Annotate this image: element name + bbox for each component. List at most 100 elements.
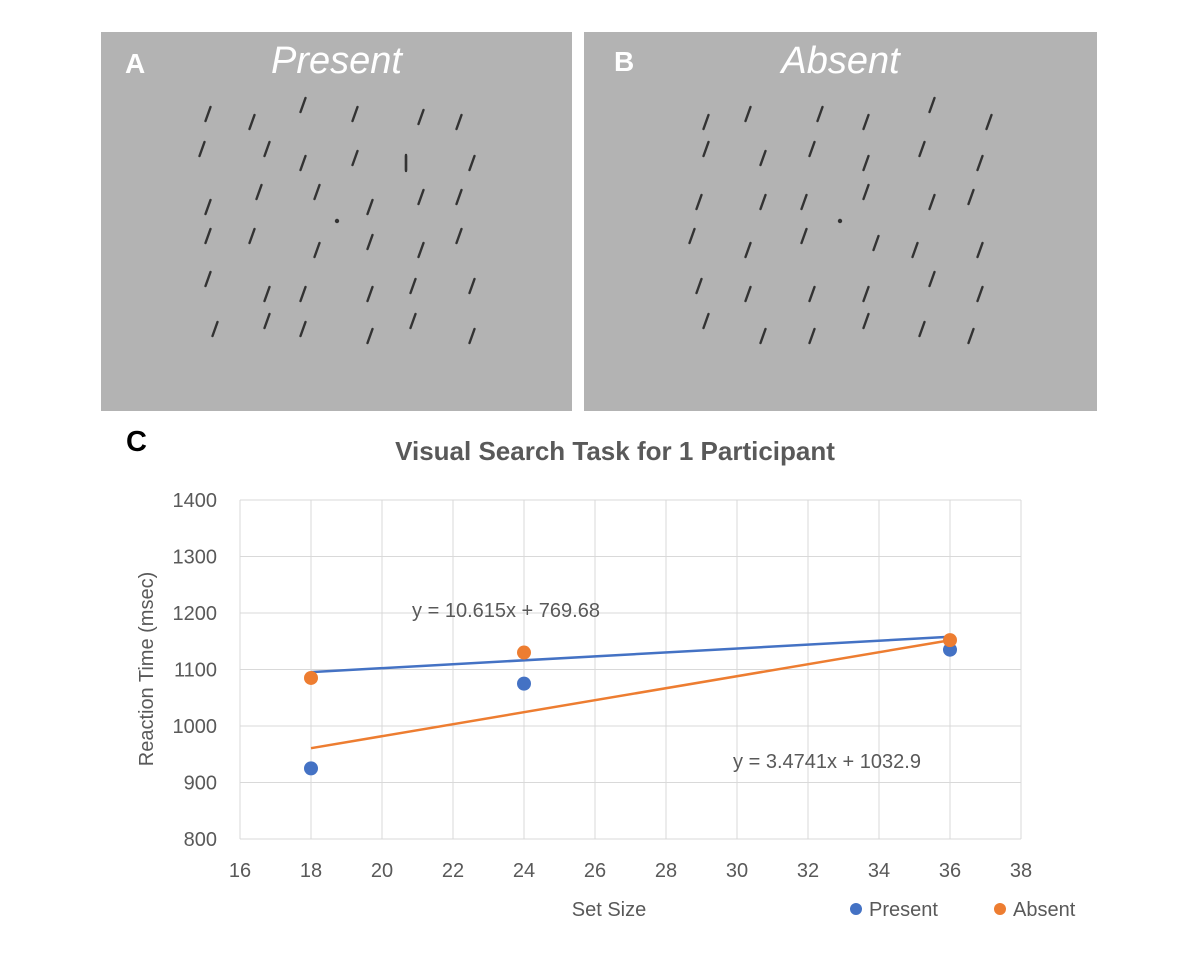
chart-title: Visual Search Task for 1 Participant xyxy=(395,436,835,466)
stimulus-line xyxy=(299,154,307,172)
stimulus-panel-absent: B Absent xyxy=(584,32,1097,411)
stimulus-line xyxy=(744,285,752,303)
stimulus-line xyxy=(299,96,307,114)
data-point-present xyxy=(943,642,957,657)
stimulus-line xyxy=(967,188,975,206)
stimulus-lines xyxy=(688,96,993,345)
data-points xyxy=(304,633,957,776)
stimulus-line xyxy=(198,140,206,158)
x-tick-label: 16 xyxy=(229,860,251,882)
stimulus-line xyxy=(928,96,936,114)
stimulus-line xyxy=(263,312,271,330)
stimulus-line xyxy=(366,198,374,216)
stimulus-line xyxy=(204,198,212,216)
trendline-present xyxy=(310,635,951,674)
stimulus-line xyxy=(468,327,476,345)
stimulus-line xyxy=(759,193,767,211)
y-tick-label: 1300 xyxy=(173,547,218,569)
y-axis-label: Reaction Time (msec) xyxy=(136,572,158,767)
stimulus-line xyxy=(204,105,212,123)
stimulus-line xyxy=(695,193,703,211)
data-point-present xyxy=(517,676,531,691)
stimulus-array-absent xyxy=(688,96,993,345)
panel-letter-a: A xyxy=(125,48,146,79)
stimulus-line xyxy=(313,241,321,259)
stimulus-line xyxy=(255,183,263,201)
stimulus-line xyxy=(313,183,321,201)
stimulus-line xyxy=(263,140,271,158)
stimulus-line xyxy=(468,154,476,172)
stimulus-line xyxy=(455,188,463,206)
stimulus-line xyxy=(299,320,307,338)
stimulus-line xyxy=(976,154,984,172)
stimulus-line xyxy=(744,105,752,123)
stimulus-line xyxy=(976,241,984,259)
stimulus-line xyxy=(872,234,880,252)
panel-title-absent: Absent xyxy=(781,40,900,82)
legend-marker-present xyxy=(850,903,862,915)
stimulus-panel-present: A Present xyxy=(101,32,572,411)
stimulus-line xyxy=(928,193,936,211)
trendline-label-absent: y = 10.615x + 769.68 xyxy=(412,600,600,622)
stimulus-line xyxy=(204,270,212,288)
stimulus-line xyxy=(759,149,767,167)
stimulus-line xyxy=(928,270,936,288)
chart-legend: Present Absent xyxy=(850,899,1076,921)
x-tick-label: 32 xyxy=(797,860,819,882)
stimulus-line xyxy=(351,105,359,123)
stimulus-line xyxy=(918,320,926,338)
fixation-point xyxy=(837,218,843,224)
panel-letter-c: C xyxy=(126,426,147,458)
stimulus-line xyxy=(417,241,425,259)
stimulus-line xyxy=(695,277,703,295)
x-tick-label: 30 xyxy=(726,860,748,882)
y-tick-label: 1200 xyxy=(173,603,218,625)
stimulus-line xyxy=(417,108,425,126)
stimulus-line xyxy=(248,227,256,245)
stimulus-line xyxy=(800,193,808,211)
y-axis-ticks: 800 900 1000 1100 1200 1300 1400 xyxy=(173,490,218,851)
stimulus-line xyxy=(759,327,767,345)
stimulus-line xyxy=(862,183,870,201)
stimulus-line xyxy=(862,312,870,330)
stimulus-line xyxy=(455,227,463,245)
x-tick-label: 20 xyxy=(371,860,393,882)
stimulus-line xyxy=(918,140,926,158)
x-tick-label: 34 xyxy=(868,860,890,882)
stimulus-line xyxy=(808,327,816,345)
stimulus-line xyxy=(409,312,417,330)
stimulus-line xyxy=(862,113,870,131)
stimulus-line xyxy=(366,285,374,303)
stimulus-line xyxy=(985,113,993,131)
fixation-point xyxy=(334,218,340,224)
stimulus-line xyxy=(808,285,816,303)
stimulus-line xyxy=(263,285,271,303)
stimulus-line xyxy=(688,227,696,245)
x-tick-label: 18 xyxy=(300,860,322,882)
legend-marker-absent xyxy=(994,903,1006,915)
stimulus-line xyxy=(816,105,824,123)
y-tick-label: 1000 xyxy=(173,716,218,738)
stimulus-line xyxy=(366,327,374,345)
panel-title-present: Present xyxy=(271,40,402,82)
trendlines xyxy=(310,635,951,750)
stimulus-line xyxy=(351,149,359,167)
stimulus-line xyxy=(417,188,425,206)
stimulus-lines xyxy=(198,96,476,345)
x-tick-label: 22 xyxy=(442,860,464,882)
stimulus-line xyxy=(800,227,808,245)
data-point-absent xyxy=(304,670,318,685)
y-tick-label: 1400 xyxy=(173,490,218,512)
stimulus-line xyxy=(702,312,710,330)
stimulus-line xyxy=(702,140,710,158)
stimulus-line xyxy=(808,140,816,158)
stimulus-line xyxy=(248,113,256,131)
x-tick-label: 28 xyxy=(655,860,677,882)
trendline-absent xyxy=(310,638,951,750)
legend-label-absent: Absent xyxy=(1013,899,1076,921)
data-point-absent xyxy=(517,645,531,660)
data-point-present xyxy=(304,761,318,776)
panel-letter-b: B xyxy=(614,46,635,77)
y-tick-label: 1100 xyxy=(174,660,217,682)
